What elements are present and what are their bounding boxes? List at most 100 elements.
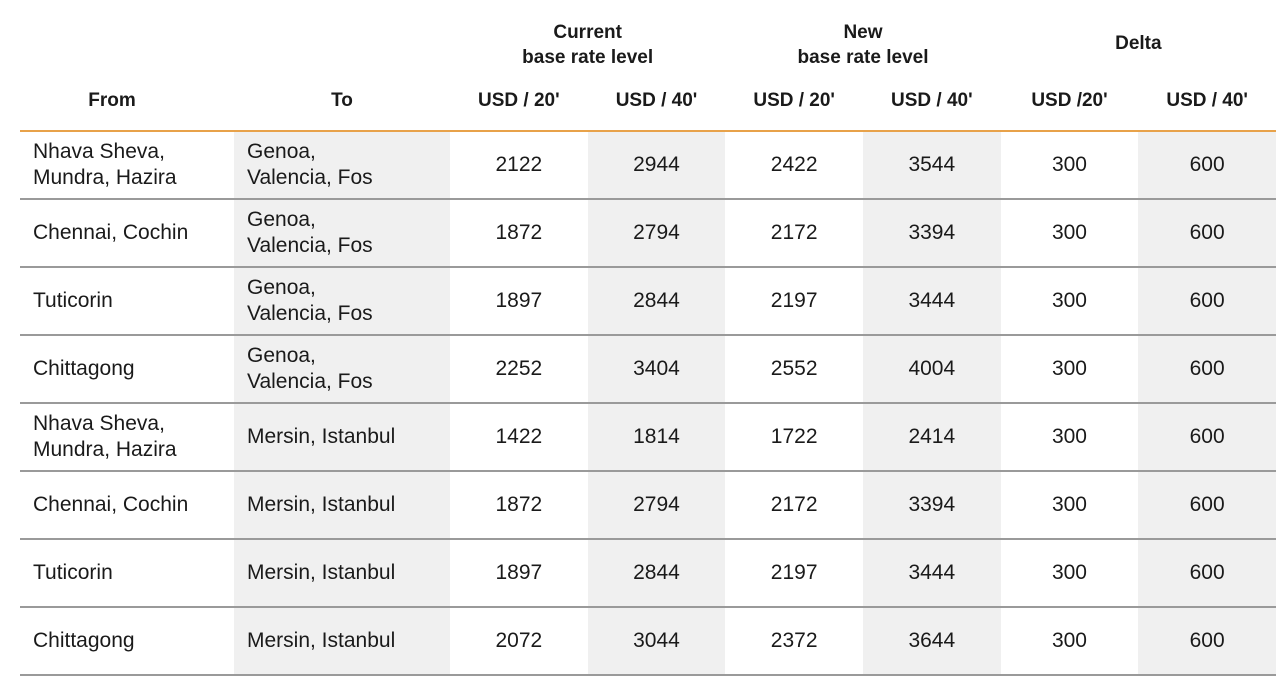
group-header-current: Current base rate level <box>450 14 725 72</box>
cell-to: Genoa, Valencia, Fos <box>234 267 450 336</box>
table-row: Chennai, Cochin Genoa, Valencia, Fos 1872 27… <box>20 199 1276 268</box>
cell-delta-40: 600 <box>1138 471 1276 540</box>
cell-line: Tuticorin <box>33 561 113 584</box>
cell-delta-20: 300 <box>1000 131 1139 200</box>
cell-new-40: 3394 <box>862 471 1001 540</box>
column-header-current-40: USD / 40' <box>587 72 726 132</box>
cell-line: Valencia, Fos <box>247 234 373 257</box>
cell-new-20: 1722 <box>725 403 863 472</box>
cell-current-40: 2794 <box>587 471 726 540</box>
cell-line: Tuticorin <box>33 289 113 312</box>
cell-to: Mersin, Istanbul <box>234 471 450 540</box>
cell-delta-40: 600 <box>1138 267 1276 336</box>
cell-line: Chittagong <box>33 357 135 380</box>
column-header-row: From To USD / 20' USD / 40' USD / 20' US… <box>20 72 1276 132</box>
cell-to: Genoa, Valencia, Fos <box>234 335 450 404</box>
column-header-to: To <box>234 72 450 132</box>
cell-delta-40: 600 <box>1138 539 1276 608</box>
cell-current-40: 3044 <box>587 607 726 676</box>
cell-from: Chennai, Cochin <box>20 471 234 540</box>
column-header-new-20: USD / 20' <box>725 72 863 132</box>
table-body: Nhava Sheva, Mundra, Hazira Genoa, Valencia… <box>20 131 1276 676</box>
table-row: Chittagong Mersin, Istanbul 2072 3044 2372 36… <box>20 607 1276 676</box>
column-header-new-40: USD / 40' <box>862 72 1001 132</box>
cell-to: Mersin, Istanbul <box>234 403 450 472</box>
cell-line: Chennai, Cochin <box>33 221 189 244</box>
cell-line: Genoa, <box>247 140 316 163</box>
cell-delta-40: 600 <box>1138 335 1276 404</box>
cell-new-20: 2422 <box>725 131 863 200</box>
group-header-empty <box>20 14 234 72</box>
cell-delta-20: 300 <box>1000 403 1139 472</box>
cell-current-20: 1872 <box>450 199 588 268</box>
cell-line: Chittagong <box>33 629 135 652</box>
group-header-line: New <box>843 22 883 43</box>
cell-current-20: 2122 <box>450 131 588 200</box>
cell-delta-20: 300 <box>1000 539 1139 608</box>
cell-current-20: 1897 <box>450 539 588 608</box>
cell-line: Genoa, <box>247 208 316 231</box>
cell-line: Valencia, Fos <box>247 370 373 393</box>
cell-delta-20: 300 <box>1000 471 1139 540</box>
cell-from: Chennai, Cochin <box>20 199 234 268</box>
group-header-line: base rate level <box>797 47 929 68</box>
cell-delta-40: 600 <box>1138 403 1276 472</box>
cell-new-40: 3544 <box>862 131 1001 200</box>
cell-new-20: 2172 <box>725 471 863 540</box>
cell-current-20: 1897 <box>450 267 588 336</box>
cell-line: Genoa, <box>247 344 316 367</box>
cell-line: Chennai, Cochin <box>33 493 189 516</box>
cell-delta-20: 300 <box>1000 607 1139 676</box>
cell-line: Mundra, Hazira <box>33 166 177 189</box>
cell-new-20: 2197 <box>725 539 863 608</box>
cell-new-40: 3444 <box>862 539 1001 608</box>
cell-line: Mundra, Hazira <box>33 438 177 461</box>
rate-table: Current base rate level New base rate le… <box>20 14 1276 676</box>
table-row: Nhava Sheva, Mundra, Hazira Genoa, Valencia… <box>20 131 1276 200</box>
column-header-delta-20: USD /20' <box>1000 72 1139 132</box>
cell-line: Mersin, Istanbul <box>247 629 396 652</box>
cell-line: Genoa, <box>247 276 316 299</box>
cell-line: Nhava Sheva, <box>33 140 165 163</box>
cell-new-40: 2414 <box>862 403 1001 472</box>
cell-new-20: 2197 <box>725 267 863 336</box>
group-header-line: base rate level <box>522 47 654 68</box>
cell-from: Chittagong <box>20 335 234 404</box>
cell-to: Mersin, Istanbul <box>234 539 450 608</box>
cell-new-20: 2552 <box>725 335 863 404</box>
cell-new-40: 4004 <box>862 335 1001 404</box>
cell-line: Mersin, Istanbul <box>247 561 396 584</box>
table-row: Tuticorin Genoa, Valencia, Fos 1897 2844 2197… <box>20 267 1276 336</box>
cell-new-20: 2172 <box>725 199 863 268</box>
cell-current-40: 2844 <box>587 539 726 608</box>
table-row: Chittagong Genoa, Valencia, Fos 2252 3404 255… <box>20 335 1276 404</box>
column-header-current-20: USD / 20' <box>450 72 588 132</box>
table-row: Tuticorin Mersin, Istanbul 1897 2844 2197 344… <box>20 539 1276 608</box>
cell-to: Mersin, Istanbul <box>234 607 450 676</box>
cell-line: Valencia, Fos <box>247 166 373 189</box>
group-header-line: Delta <box>1115 32 1162 54</box>
column-header-from: From <box>20 72 234 132</box>
group-header-delta: Delta <box>1001 14 1276 72</box>
cell-from: Tuticorin <box>20 267 234 336</box>
cell-current-40: 3404 <box>587 335 726 404</box>
group-header-empty <box>234 14 450 72</box>
cell-current-20: 2072 <box>450 607 588 676</box>
cell-line: Mersin, Istanbul <box>247 425 396 448</box>
cell-delta-40: 600 <box>1138 131 1276 200</box>
cell-to: Genoa, Valencia, Fos <box>234 199 450 268</box>
group-header-row: Current base rate level New base rate le… <box>20 14 1276 72</box>
cell-line: Mersin, Istanbul <box>247 493 396 516</box>
cell-line: Valencia, Fos <box>247 302 373 325</box>
cell-from: Nhava Sheva, Mundra, Hazira <box>20 131 234 200</box>
cell-current-40: 2844 <box>587 267 726 336</box>
cell-from: Tuticorin <box>20 539 234 608</box>
cell-from: Chittagong <box>20 607 234 676</box>
cell-from: Nhava Sheva, Mundra, Hazira <box>20 403 234 472</box>
cell-delta-20: 300 <box>1000 335 1139 404</box>
group-header-line: Current <box>553 22 622 43</box>
cell-current-20: 1872 <box>450 471 588 540</box>
cell-new-20: 2372 <box>725 607 863 676</box>
cell-current-40: 1814 <box>587 403 726 472</box>
